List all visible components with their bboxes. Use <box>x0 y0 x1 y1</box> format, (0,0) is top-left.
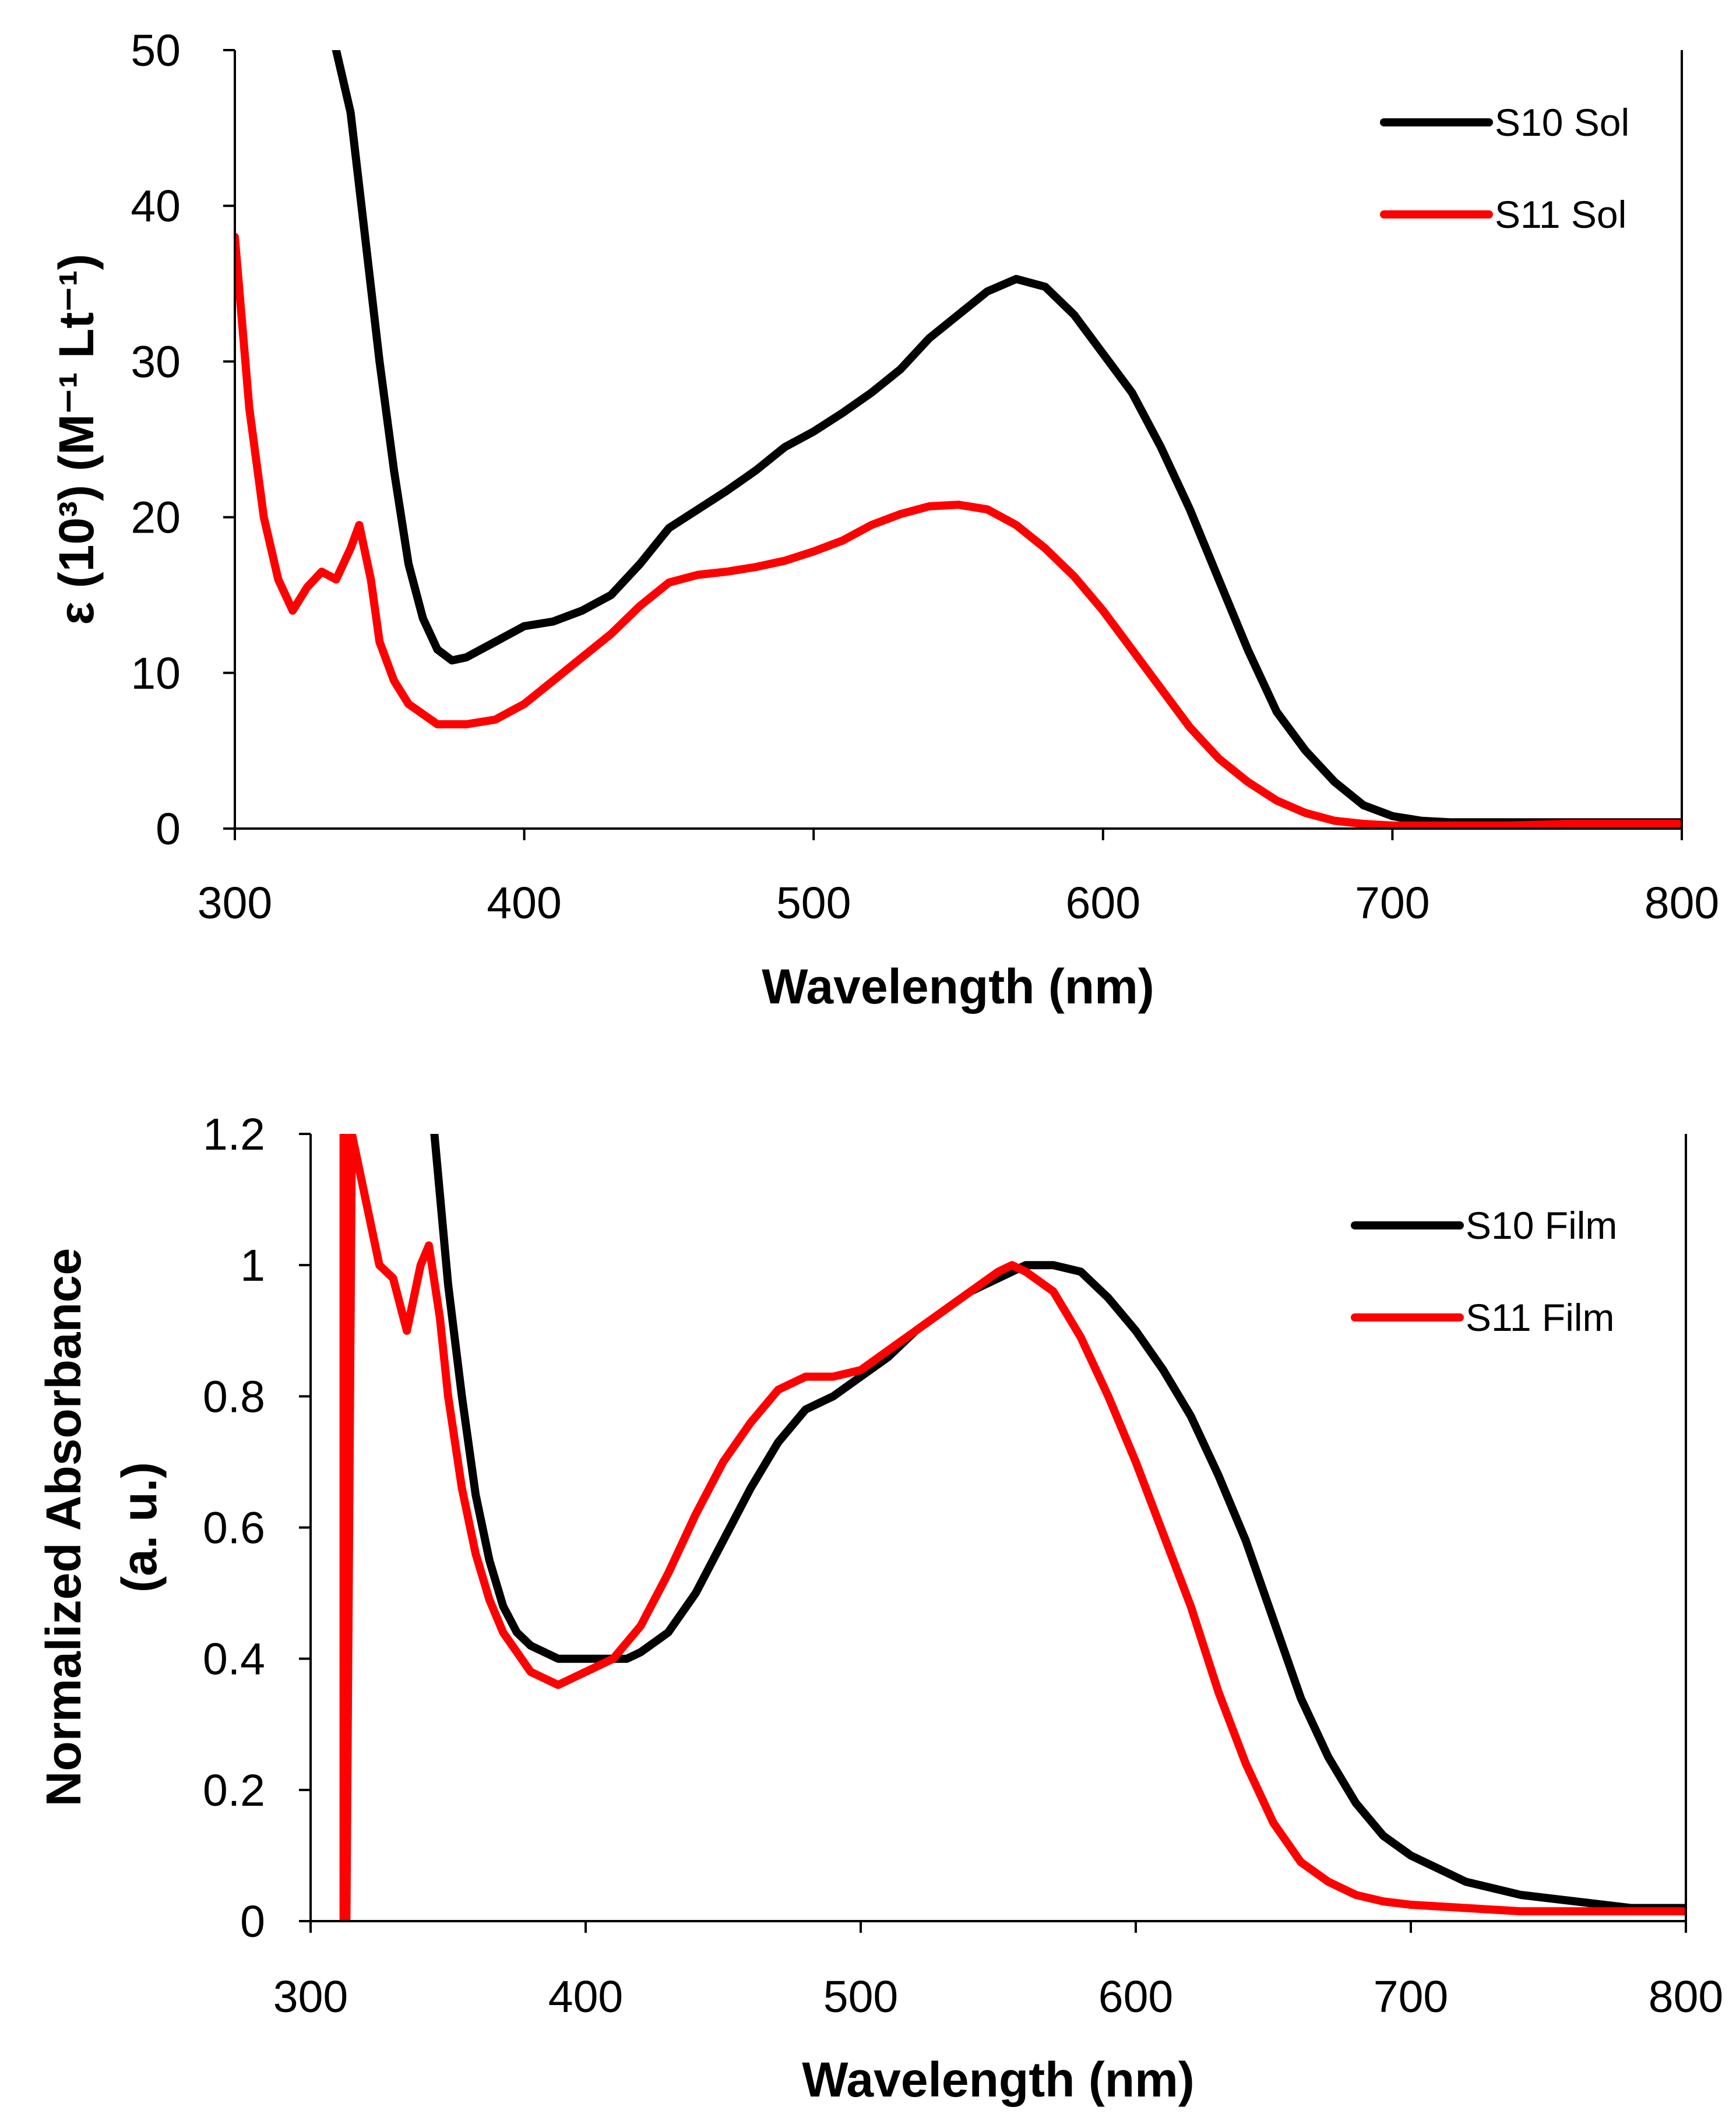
series-line-s10-sol <box>332 50 1682 827</box>
solution-x-tick-label: 400 <box>487 878 561 928</box>
legend-label-s10-film: S10 Film <box>1466 1204 1617 1247</box>
solution-plot-area <box>235 50 1682 829</box>
film-x-tick-label: 400 <box>548 1972 623 2022</box>
film-y-tick-label: 0.8 <box>203 1372 265 1422</box>
film-x-tick-label: 300 <box>273 1972 348 2022</box>
legend-label-s10-sol: S10 Sol <box>1495 101 1629 144</box>
solution-y-tick-label: 40 <box>131 181 181 231</box>
solution-x-tick-label: 600 <box>1066 878 1140 928</box>
solution-legend: S10 Sol S11 Sol <box>1380 101 1629 236</box>
film-y-axis-title-line-2: (a. u.) <box>112 1462 167 1592</box>
series-line-s11-sol <box>235 232 1682 829</box>
film-y-tick-label: 0.2 <box>203 1766 265 1816</box>
solution-y-tick-label: 0 <box>156 804 181 854</box>
film-plot-area <box>339 1134 1686 1921</box>
solution-y-tick-label: 50 <box>131 26 181 76</box>
solution-x-axis-title: Wavelength (nm) <box>762 959 1154 1014</box>
solution-ticks: 300 400 500 600 700 800 0 10 20 30 40 50 <box>131 26 1719 928</box>
solution-x-tick-label: 500 <box>776 878 851 928</box>
solution-y-axis-title: ε (10³) (M⁻¹ Lt⁻¹) <box>49 253 104 625</box>
solution-y-tick-label: 20 <box>131 493 181 543</box>
series-line-s11-film <box>339 1134 1686 1921</box>
film-y-tick-label: 0.4 <box>203 1634 265 1685</box>
legend-label-s11-sol: S11 Sol <box>1495 193 1626 236</box>
film-x-tick-label: 800 <box>1649 1972 1723 2022</box>
film-y-tick-label: 1 <box>240 1241 265 1291</box>
film-x-tick-label: 500 <box>823 1972 898 2022</box>
film-legend: S10 Film S11 Film <box>1351 1204 1617 1339</box>
film-spectrum-chart: 300 400 500 600 700 800 0 0.2 0.4 0.6 0.8 1 1.2 Wave… <box>36 1109 1723 2107</box>
film-ticks: 300 400 500 600 700 800 0 0.2 0.4 0.6 0.8 1 1.2 <box>203 1109 1723 2022</box>
film-x-tick-label: 600 <box>1098 1972 1173 2022</box>
film-y-tick-label: 0.6 <box>203 1503 265 1553</box>
film-y-tick-label: 1.2 <box>203 1109 265 1160</box>
legend-label-s11-film: S11 Film <box>1466 1296 1615 1339</box>
solution-spectrum-chart: 300 400 500 600 700 800 0 10 20 30 40 50 Wavelength… <box>49 26 1719 1014</box>
film-x-axis-title: Wavelength (nm) <box>802 2052 1195 2107</box>
solution-x-tick-label: 800 <box>1645 878 1719 928</box>
solution-x-tick-label: 700 <box>1355 878 1429 928</box>
film-y-axis-title: Normalized Absorbance <box>36 1248 91 1806</box>
film-x-tick-label: 700 <box>1374 1972 1448 2022</box>
solution-y-tick-label: 30 <box>131 337 181 387</box>
solution-x-tick-label: 300 <box>198 878 272 928</box>
solution-y-tick-label: 10 <box>131 649 181 699</box>
film-y-tick-label: 0 <box>240 1897 265 1947</box>
